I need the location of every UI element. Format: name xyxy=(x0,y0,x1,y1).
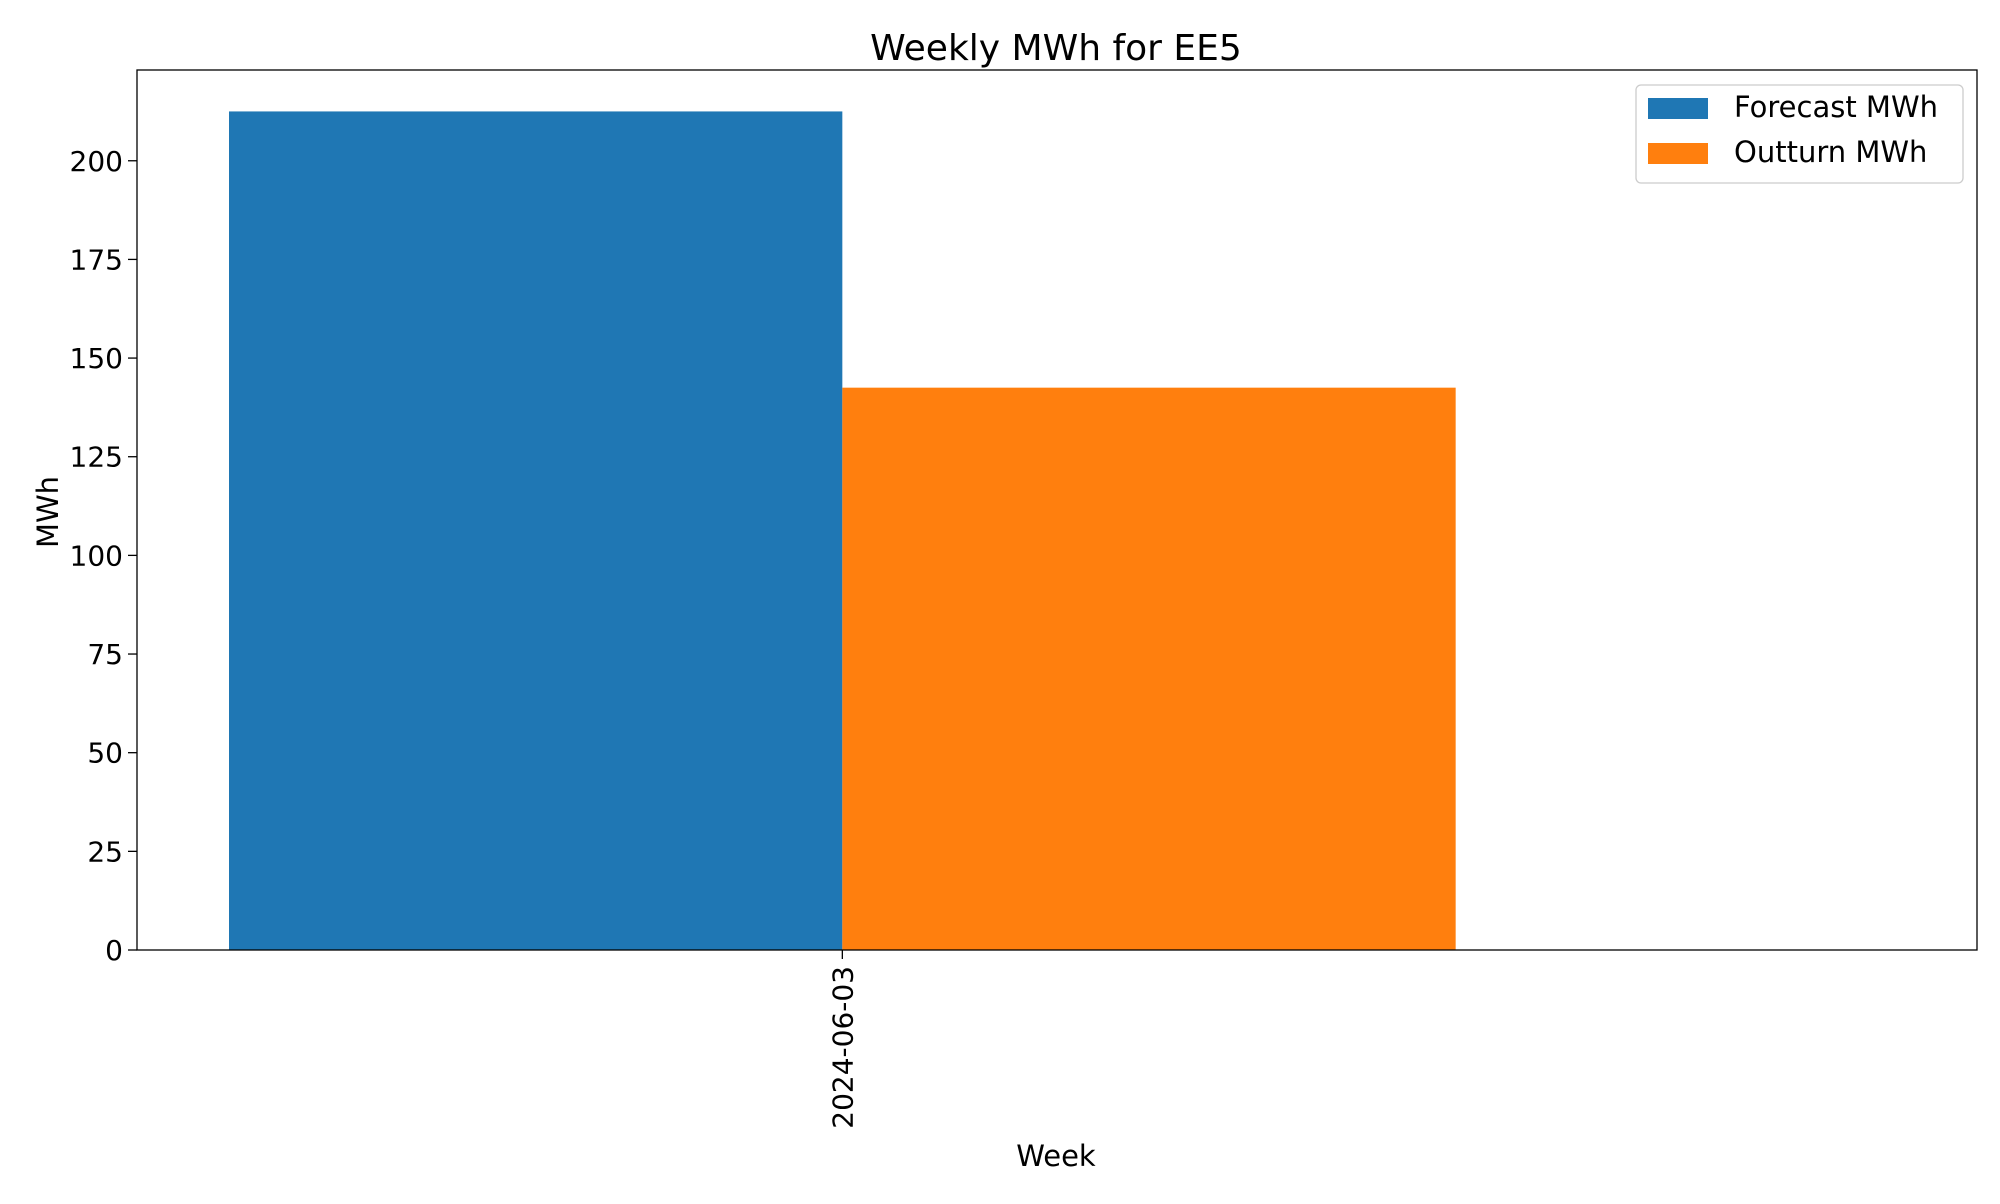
y-tick-label-75: 75 xyxy=(87,638,123,671)
legend: Forecast MWh Outturn MWh xyxy=(1635,84,1964,184)
y-tick-label-200: 200 xyxy=(70,145,123,178)
x-axis: 2024-06-03 xyxy=(826,950,859,1129)
legend-label-1: Outturn MWh xyxy=(1734,135,1927,169)
y-tick-label-50: 50 xyxy=(87,737,123,770)
bar-outturn-mwh-0 xyxy=(842,387,1456,950)
legend-box xyxy=(1635,84,1964,184)
bars-layer xyxy=(229,111,1456,950)
bar-forecast-mwh-0 xyxy=(229,111,843,950)
y-tick-label-175: 175 xyxy=(70,243,123,276)
y-axis-label: MWh xyxy=(31,476,65,548)
x-axis-label: Week xyxy=(1016,1139,1096,1173)
x-tick-label-0: 2024-06-03 xyxy=(826,966,859,1129)
y-tick-label-25: 25 xyxy=(87,835,123,868)
y-tick-label-0: 0 xyxy=(105,934,123,967)
y-axis: 0 25 50 75 100 125 150 175 200 xyxy=(70,145,137,967)
y-tick-label-100: 100 xyxy=(70,539,123,572)
legend-label-0: Forecast MWh xyxy=(1734,90,1938,124)
chart-title: Weekly MWh for EE5 xyxy=(870,28,1242,69)
plot-frame xyxy=(136,69,1978,951)
y-tick-label-150: 150 xyxy=(70,342,123,375)
legend-swatch-0 xyxy=(1648,98,1708,119)
y-tick-label-125: 125 xyxy=(70,441,123,474)
legend-swatch-1 xyxy=(1648,143,1708,164)
